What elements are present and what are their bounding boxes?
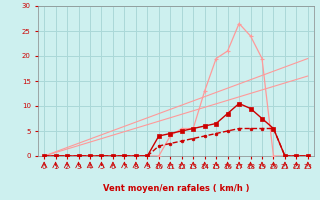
X-axis label: Vent moyen/en rafales ( km/h ): Vent moyen/en rafales ( km/h )	[103, 184, 249, 193]
